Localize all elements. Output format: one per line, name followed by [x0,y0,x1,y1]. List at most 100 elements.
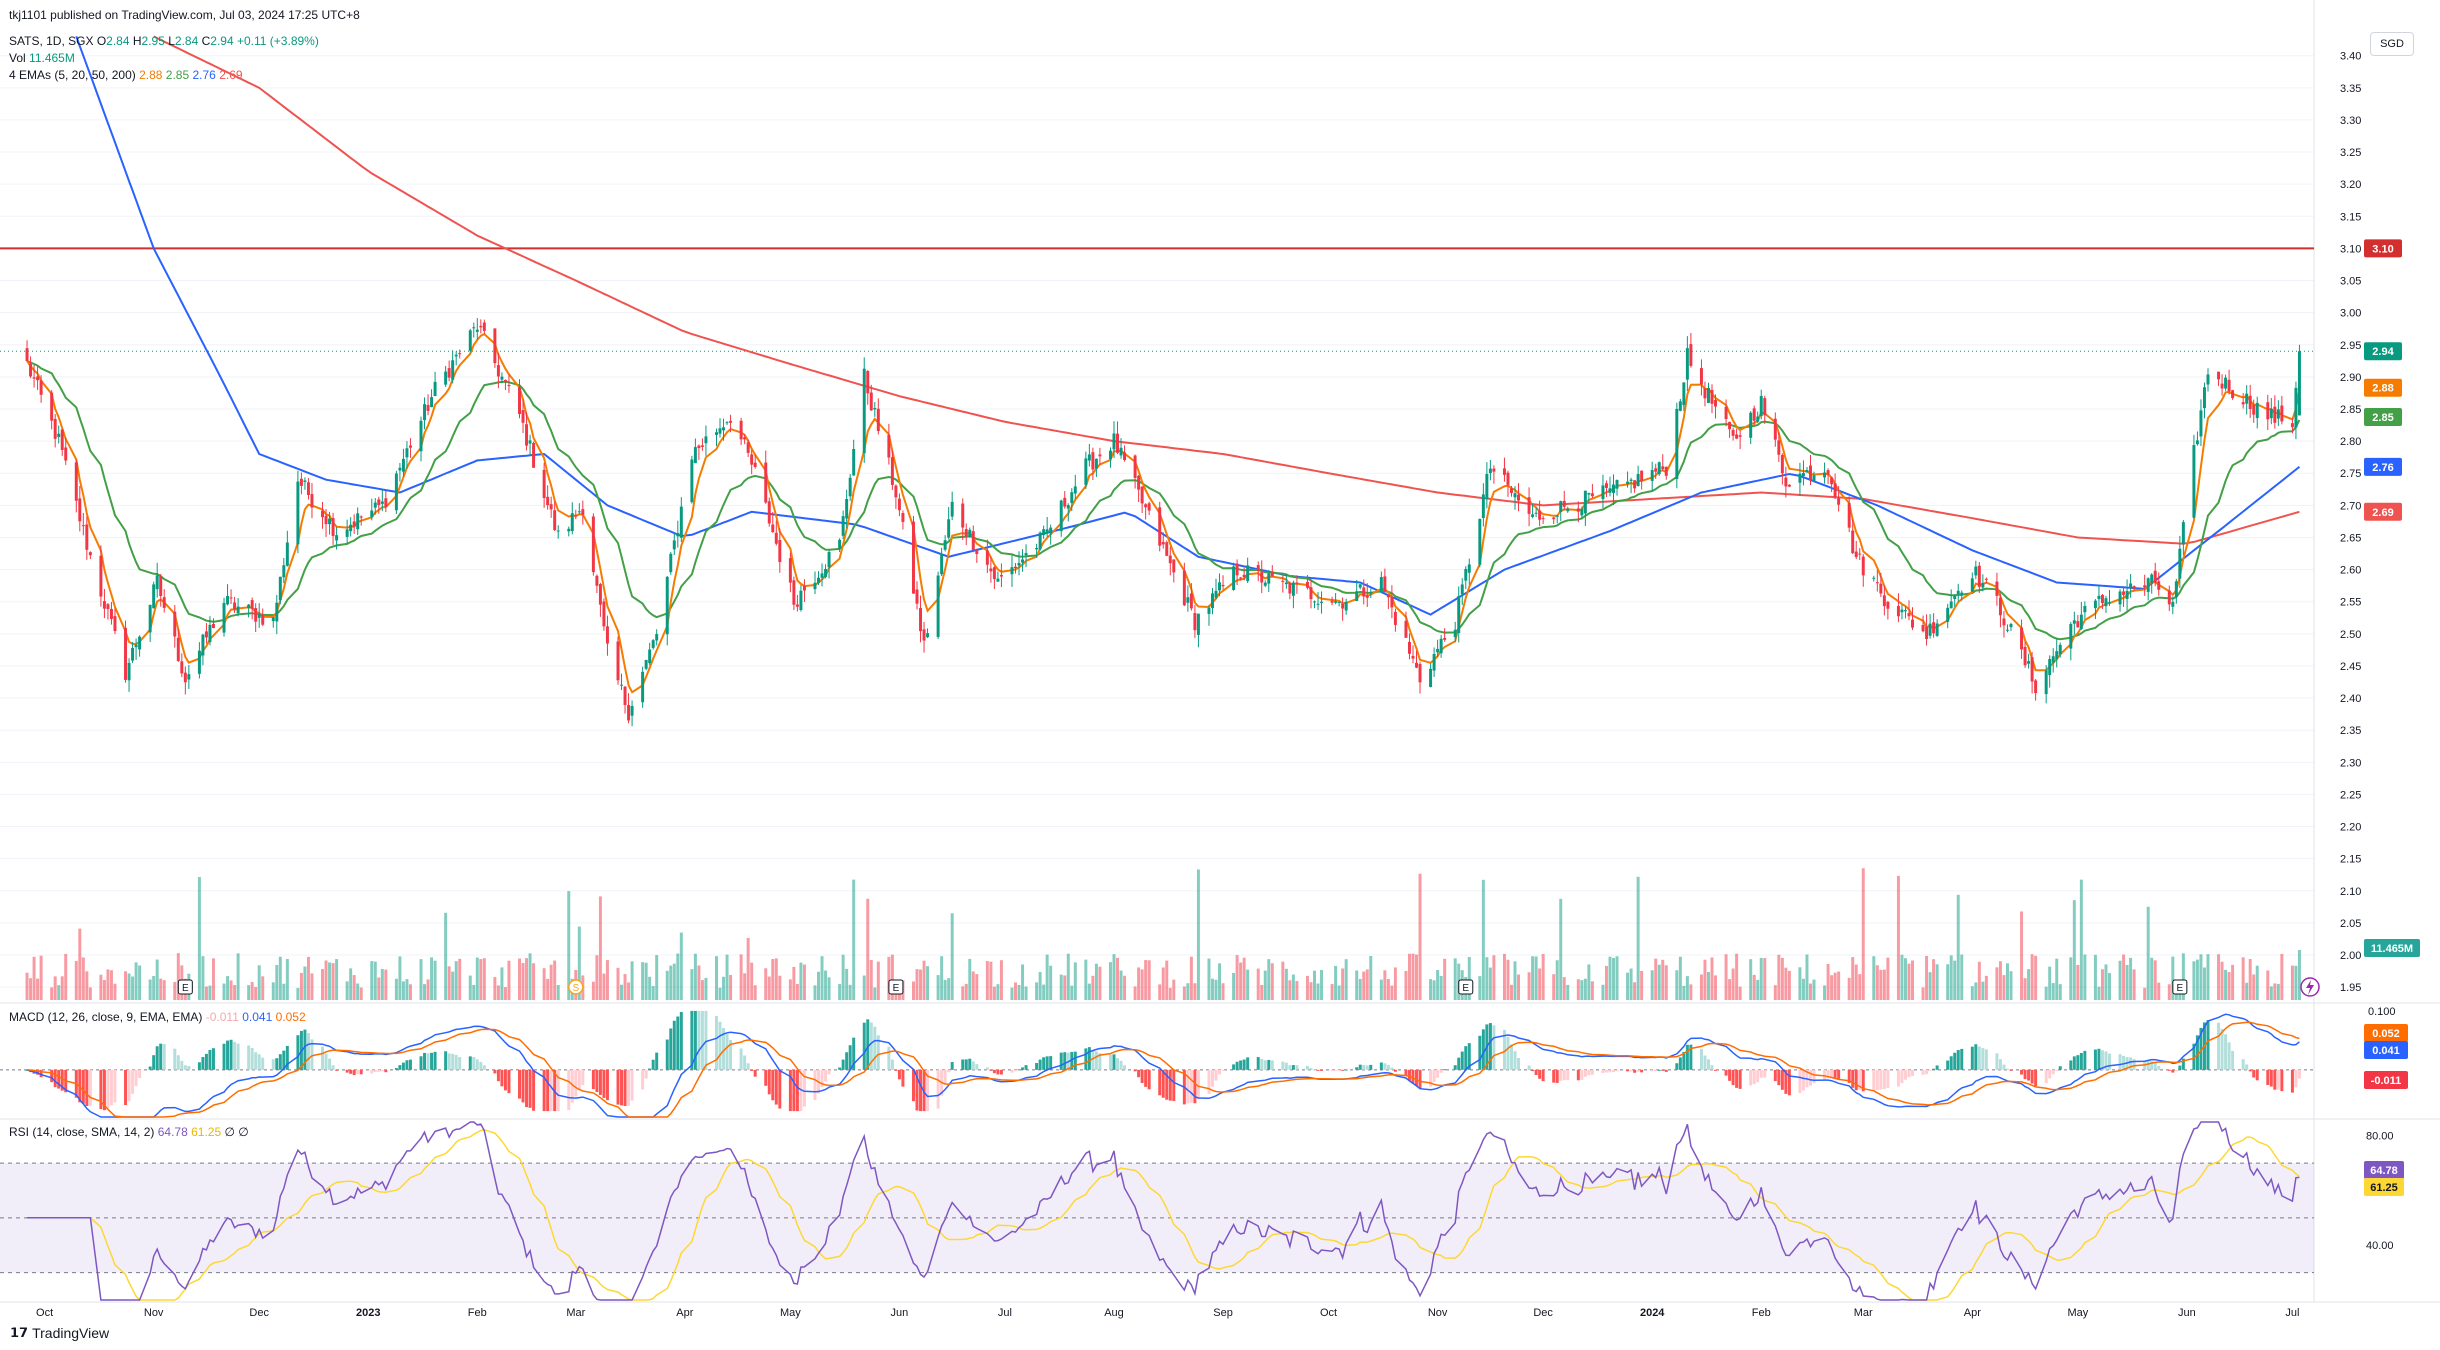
volume-bar [1531,956,1535,1000]
volume-bar [25,972,29,1000]
volume-bar [2224,969,2228,1000]
volume-bar [1196,869,1200,1000]
candle-body [1580,508,1584,516]
volume-bar [64,953,68,1000]
ema-legend[interactable]: 4 EMAs (5, 20, 50, 200) 2.88 2.85 2.76 2… [9,68,243,82]
volume-bar [2146,906,2150,1000]
volume-bar [398,956,402,1000]
candle-body [1784,477,1788,487]
volume-bar [1411,953,1415,1000]
time-tick-label: Oct [36,1307,53,1319]
macd-hist-bar [2002,1064,2006,1070]
candle-body [2157,581,2161,590]
candle-body [472,327,476,329]
ema200-value: 2.69 [219,68,243,82]
volume-bar [1928,972,1932,1000]
volume-bar [693,953,697,1000]
candle-body [753,462,757,467]
candle-body [532,442,536,468]
candle-body [2072,620,2076,624]
macd-hist-bar [813,1069,817,1101]
candle-body [1612,484,1615,493]
candle-body [1256,565,1260,572]
volume-bar [1654,958,1658,1000]
candle-body [1365,595,1369,598]
macd-hist-bar [328,1058,332,1070]
volume-bar [665,970,669,1000]
rsi-legend[interactable]: RSI (14, close, SMA, 14, 2) 64.78 61.25 … [9,1125,249,1139]
macd-hist-bar [1861,1069,1865,1092]
macd-hist-bar [1207,1069,1211,1094]
candle-body [398,467,402,471]
volume-bar [78,928,82,1000]
macd-hist-bar [493,1069,497,1074]
volume-tag: 11.465M [2364,939,2420,957]
volume-bar [2153,960,2157,1000]
macd-hist-bar [1386,1064,1390,1070]
currency-button[interactable]: SGD [2370,32,2414,56]
macd-hist-bar [1780,1069,1784,1090]
volume-bar [1390,985,1394,1000]
candle-body [873,407,877,410]
symbol-legend[interactable]: SATS, 1D, SGX O2.84 H2.95 L2.84 C2.94 +0… [9,34,319,48]
svg-text:E: E [1462,983,1469,994]
volume-bar [1935,964,1939,1000]
candle-body [78,498,82,522]
volume-bar [630,961,634,1000]
candle-body [890,457,894,485]
candle-body [2273,406,2277,423]
volume-bar [1587,964,1591,1000]
candle-body [1063,497,1067,507]
volume-bar [746,937,750,1000]
volume-bar [771,959,775,1000]
candle-body [2202,387,2206,409]
macd-hist-bar [1773,1069,1777,1082]
candle-body [1485,473,1489,499]
macd-hist-bar [1735,1069,1739,1088]
candle-body [1854,551,1858,558]
tradingview-logo[interactable]: 𝟭𝟳 TradingView [10,1325,109,1341]
macd-hist-bar [591,1069,595,1090]
macd-hist-bar [271,1059,275,1070]
candle-body [176,637,180,662]
volume-bar [2206,954,2210,1000]
volume-bar [2118,960,2122,1000]
macd-legend[interactable]: MACD (12, 26, close, 9, EMA, EMA) -0.011… [9,1010,306,1024]
candle-body [1847,503,1851,528]
volume-bar [943,979,947,1000]
candle-body [1436,648,1440,653]
candle-body [947,519,951,538]
macd-hist-bar [1221,1069,1225,1071]
candle-body [1386,595,1390,598]
volume-legend[interactable]: Vol 11.465M [9,51,75,65]
candle-body [795,604,799,607]
candle-body [1633,480,1637,489]
candle-body [306,482,310,496]
volume-bar [2100,969,2104,1000]
macd-hist-bar [475,1059,479,1070]
macd-hist-bar [1650,1069,1654,1072]
macd-hist-bar [2248,1069,2252,1072]
volume-bar [1517,974,1521,1000]
volume-bar [2129,957,2133,1000]
price-tick-label: 2.50 [2340,629,2361,641]
volume-bar [795,983,799,1000]
candle-body [426,404,430,411]
symbol-label[interactable]: SATS, 1D, SGX [9,34,94,48]
macd-hist-bar [208,1049,212,1070]
volume-bar [627,982,631,1000]
candle-body [1812,475,1816,482]
volume-bar [1847,977,1851,1000]
macd-hist-bar [1784,1069,1788,1094]
candle-body [623,686,627,706]
macd-hist-bar [1464,1046,1468,1070]
volume-bar [989,961,993,1000]
candle-body [546,496,550,506]
volume-bar [922,960,926,1000]
candle-body [774,532,778,544]
macd-hist-bar [2273,1069,2277,1090]
candle-body [2048,659,2052,676]
candle-body [788,558,792,583]
volume-bar [482,958,486,1000]
